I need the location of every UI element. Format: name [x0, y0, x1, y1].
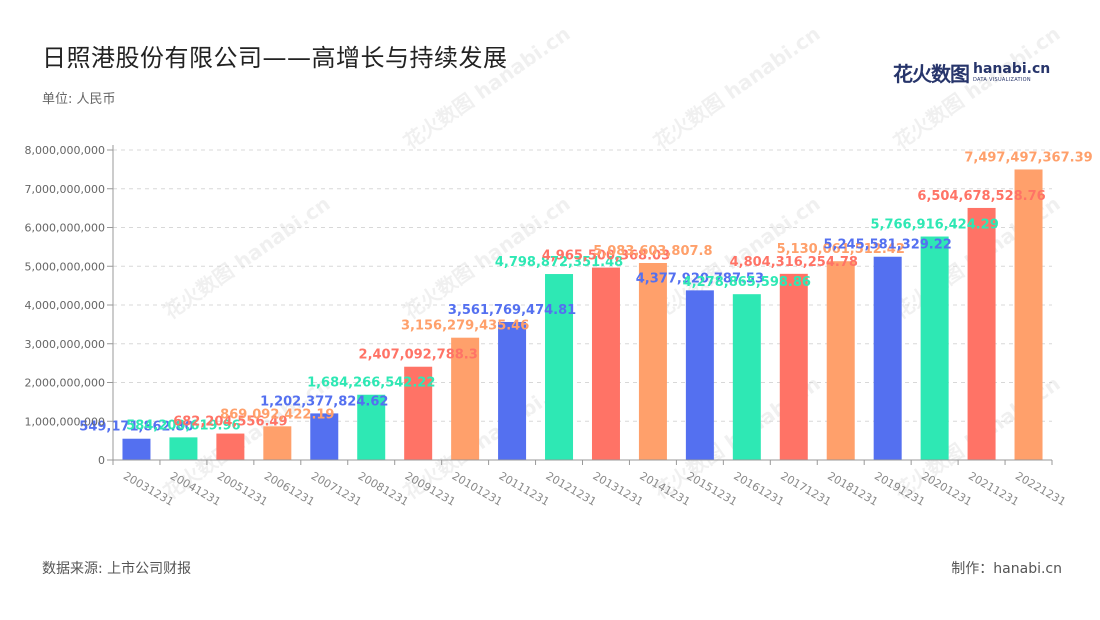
x-tick-label: 20181231	[825, 469, 880, 508]
bar	[451, 337, 480, 460]
y-tick-label: 6,000,000,000	[25, 222, 105, 235]
data-label: 1,684,266,542.22	[307, 376, 435, 391]
data-label: 5,245,581,329.22	[824, 238, 952, 253]
bar	[216, 433, 245, 460]
data-label: 3,156,279,435.46	[401, 319, 529, 334]
data-label: 2,407,092,788.3	[359, 348, 478, 363]
x-tick-label: 20201231	[919, 469, 974, 508]
bar	[169, 437, 198, 460]
chart-title: 日照港股份有限公司——高增长与持续发展	[42, 44, 508, 72]
x-tick-label: 20151231	[684, 469, 739, 508]
data-label: 4,377,920,787.53	[636, 271, 764, 286]
watermark-text: 花火数图 hanabi.cn	[649, 21, 824, 154]
data-label: 869,092,422.19	[220, 407, 334, 422]
credit-text: 制作：hanabi.cn	[951, 561, 1062, 577]
x-tick-label: 20061231	[262, 469, 317, 508]
bar	[967, 207, 996, 460]
x-tick-label: 20161231	[731, 469, 786, 508]
data-label: 4,804,316,254.78	[730, 255, 858, 270]
bar	[826, 261, 855, 460]
bar	[1014, 169, 1043, 460]
unit-label: 单位: 人民币	[42, 92, 116, 107]
x-tick-label: 20221231	[1013, 469, 1068, 508]
bar	[685, 290, 714, 460]
data-label: 4,798,872,351.48	[495, 255, 623, 270]
y-tick-label: 4,000,000,000	[25, 299, 105, 312]
data-label: 6,504,678,528.76	[917, 189, 1045, 204]
data-label: 3,561,769,474.81	[448, 303, 576, 318]
bar	[545, 274, 574, 460]
x-tick-label: 20111231	[497, 469, 552, 508]
bar	[873, 256, 902, 460]
data-label: 4,278,865,598.86	[683, 275, 811, 290]
x-tick-label: 20071231	[309, 469, 364, 508]
watermark-text: 花火数图 hanabi.cn	[159, 191, 334, 324]
bar	[498, 321, 527, 460]
bar	[122, 438, 151, 460]
bar	[310, 413, 339, 460]
y-tick-label: 5,000,000,000	[25, 260, 105, 273]
bar	[779, 273, 808, 460]
data-label: 584,200,619.96	[126, 418, 240, 433]
data-label: 1,202,377,824.62	[260, 394, 388, 409]
y-tick-label: 1,000,000,000	[25, 415, 105, 428]
y-tick-label: 3,000,000,000	[25, 338, 105, 351]
data-label: 5,130,061,512.42	[777, 242, 905, 257]
data-label: 5,083,603,807.8	[593, 244, 712, 259]
data-label-layer: 549,171,862.80584,200,619.96682,204,556.…	[79, 150, 1092, 434]
data-label: 549,171,862.80	[79, 420, 193, 435]
logo-tagline: DATA VISUALIZATION	[973, 77, 1031, 83]
watermark-text: 花火数图 hanabi.cn	[399, 21, 574, 154]
logo-text-en: hanabi.cn	[973, 61, 1051, 77]
data-source: 数据来源: 上市公司财报	[42, 561, 192, 577]
x-tick-label: 20051231	[215, 469, 270, 508]
bar	[404, 366, 433, 460]
bar	[920, 236, 949, 460]
x-tick-label: 20131231	[590, 469, 645, 508]
bar-layer	[122, 169, 1043, 460]
x-tick-label: 20211231	[966, 469, 1021, 508]
bar	[591, 267, 620, 460]
y-tick-label: 8,000,000,000	[25, 144, 105, 157]
data-label: 7,497,497,367.39	[964, 150, 1092, 165]
y-tick-label: 7,000,000,000	[25, 183, 105, 196]
watermark-text: 花火数图 hanabi.cn	[889, 21, 1064, 154]
bar	[732, 294, 761, 460]
data-label: 5,766,916,424.29	[870, 218, 998, 233]
bar	[357, 394, 386, 460]
logo-text-cn: 花火数图	[893, 62, 970, 86]
data-label: 682,204,556.49	[173, 415, 287, 430]
x-tick-label: 20171231	[778, 469, 833, 508]
bar	[263, 426, 292, 460]
x-tick-label: 20121231	[544, 469, 599, 508]
brand-logo: 花火数图 hanabi.cn DATA VISUALIZATION	[893, 58, 1050, 87]
y-tick-label: 0	[98, 454, 105, 467]
bar	[638, 263, 667, 460]
y-tick-label: 2,000,000,000	[25, 377, 105, 390]
data-label: 4,965,500,368.03	[542, 249, 670, 264]
grid-layer	[113, 149, 1052, 422]
x-tick-label: 20101231	[450, 469, 505, 508]
